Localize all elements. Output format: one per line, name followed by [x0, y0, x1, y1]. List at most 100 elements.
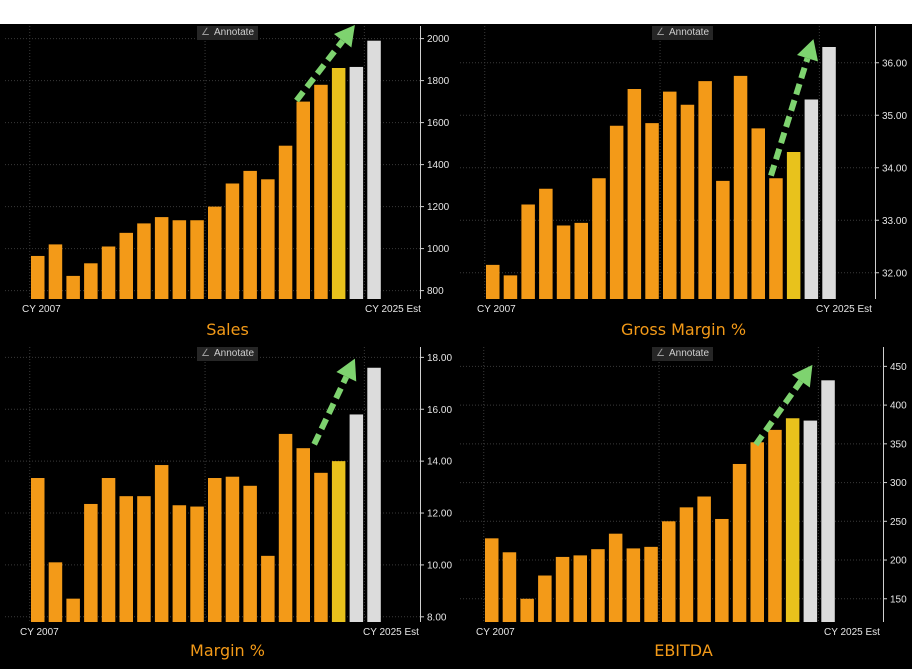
gross-margin-chart-svg: 32.00 33.00 34.00 35.00 36.00 CY 2007 CY 2025 … [460, 26, 907, 315]
y-tick-label: 250 [890, 517, 907, 528]
x-tick-label: CY 2025 Est [824, 627, 880, 638]
panel-margin: 8.00 10.00 12.00 14.00 16.00 18.00 CY 2007 CY 2… [0, 345, 455, 665]
bar [680, 104, 695, 299]
bar [716, 180, 730, 299]
bar [314, 84, 328, 299]
bar [769, 178, 783, 299]
trend-arrow-head [791, 364, 813, 388]
bar [367, 40, 381, 299]
bar [822, 47, 836, 299]
annotate-label: Annotate [213, 348, 255, 359]
chart-title: Margin % [190, 641, 265, 660]
bar [697, 496, 711, 622]
bar [172, 505, 187, 622]
x-tick-label: CY 2007 [22, 304, 61, 315]
y-tick-label: 2000 [427, 34, 450, 45]
bar [261, 555, 275, 622]
bar [573, 555, 587, 622]
annotate-button[interactable]: ∠ Annotate [197, 26, 259, 40]
chart-title: Gross Margin % [620, 320, 747, 339]
x-tick-label: CY 2025 Est [816, 304, 872, 315]
pencil-icon: ∠ [201, 348, 210, 359]
bar [786, 152, 801, 299]
bar [208, 206, 222, 299]
x-tick-label: CY 2007 [477, 304, 516, 315]
bar [296, 448, 310, 622]
bar [485, 538, 499, 622]
panel-sales: 800 1000 1200 1400 1600 1800 2000 CY 2007 CY 202… [0, 24, 455, 345]
bar [48, 244, 63, 299]
bar [486, 264, 500, 299]
y-tick-label: 16.00 [427, 405, 452, 416]
chart-title: EBITDA [654, 641, 713, 660]
y-tick-label: 8.00 [427, 612, 447, 623]
y-tick-label: 10.00 [427, 560, 452, 571]
bar [278, 433, 293, 622]
margin-chart-svg: 8.00 10.00 12.00 14.00 16.00 18.00 CY 2007 CY 2… [5, 347, 452, 638]
bar [84, 503, 98, 622]
bar [574, 222, 588, 299]
bar [750, 442, 764, 622]
bar [555, 556, 570, 622]
pencil-icon: ∠ [656, 27, 665, 38]
y-tick-label: 1200 [427, 202, 450, 213]
bar [172, 220, 187, 299]
bar [137, 496, 151, 622]
y-tick-label: 34.00 [882, 163, 907, 174]
annotate-button[interactable]: ∠ Annotate [197, 347, 259, 361]
bar [349, 414, 364, 622]
trend-arrow-shaft [753, 379, 804, 447]
bar [48, 562, 63, 622]
y-tick-label: 35.00 [882, 111, 907, 122]
bar [520, 598, 534, 622]
bar [803, 420, 818, 622]
bar [715, 518, 729, 622]
y-tick-label: 1800 [427, 76, 450, 87]
bar [84, 263, 98, 299]
bar [609, 125, 624, 299]
pencil-icon: ∠ [201, 27, 210, 38]
y-tick-label: 150 [890, 594, 907, 605]
bar [698, 81, 712, 299]
y-tick-label: 1000 [427, 244, 450, 255]
ebitda-chart-svg: 150 200 250 300 350 400 450 CY 2007 CY 2025 Est [460, 347, 907, 638]
y-tick-label: 300 [890, 478, 907, 489]
bar [662, 521, 676, 622]
bar [627, 89, 642, 299]
x-tick-label: CY 2025 Est [365, 304, 421, 315]
bar [539, 188, 553, 299]
bar [66, 275, 80, 299]
y-tick-label: 12.00 [427, 509, 452, 520]
y-tick-label: 32.00 [882, 268, 907, 279]
y-tick-label: 33.00 [882, 216, 907, 227]
annotate-label: Annotate [668, 27, 710, 38]
bar [31, 255, 45, 299]
bar [31, 478, 45, 622]
bar [314, 472, 328, 622]
bar [503, 275, 518, 299]
y-tick-label: 14.00 [427, 457, 452, 468]
bar [243, 485, 257, 622]
trend-arrow-shaft [768, 57, 811, 177]
annotate-label: Annotate [213, 27, 255, 38]
panel-gross-margin: 32.00 33.00 34.00 35.00 36.00 CY 2007 CY 2025 … [455, 24, 912, 345]
x-tick-label: CY 2025 Est [363, 627, 419, 638]
trend-arrow-head [336, 358, 357, 382]
bar [101, 478, 116, 622]
y-tick-label: 36.00 [882, 58, 907, 69]
chart-title: Sales [206, 320, 249, 339]
annotate-button[interactable]: ∠ Annotate [652, 26, 714, 40]
bar [804, 99, 819, 299]
y-tick-label: 200 [890, 556, 907, 567]
bar [154, 217, 169, 299]
x-tick-label: CY 2007 [476, 627, 515, 638]
bar [591, 549, 605, 622]
bar [208, 478, 222, 622]
bar [349, 66, 364, 299]
bar [225, 183, 240, 299]
y-tick-label: 400 [890, 401, 907, 412]
annotate-button[interactable]: ∠ Annotate [652, 347, 714, 361]
pencil-icon: ∠ [656, 348, 665, 359]
x-tick-label: CY 2007 [20, 627, 59, 638]
y-tick-label: 1600 [427, 118, 450, 129]
